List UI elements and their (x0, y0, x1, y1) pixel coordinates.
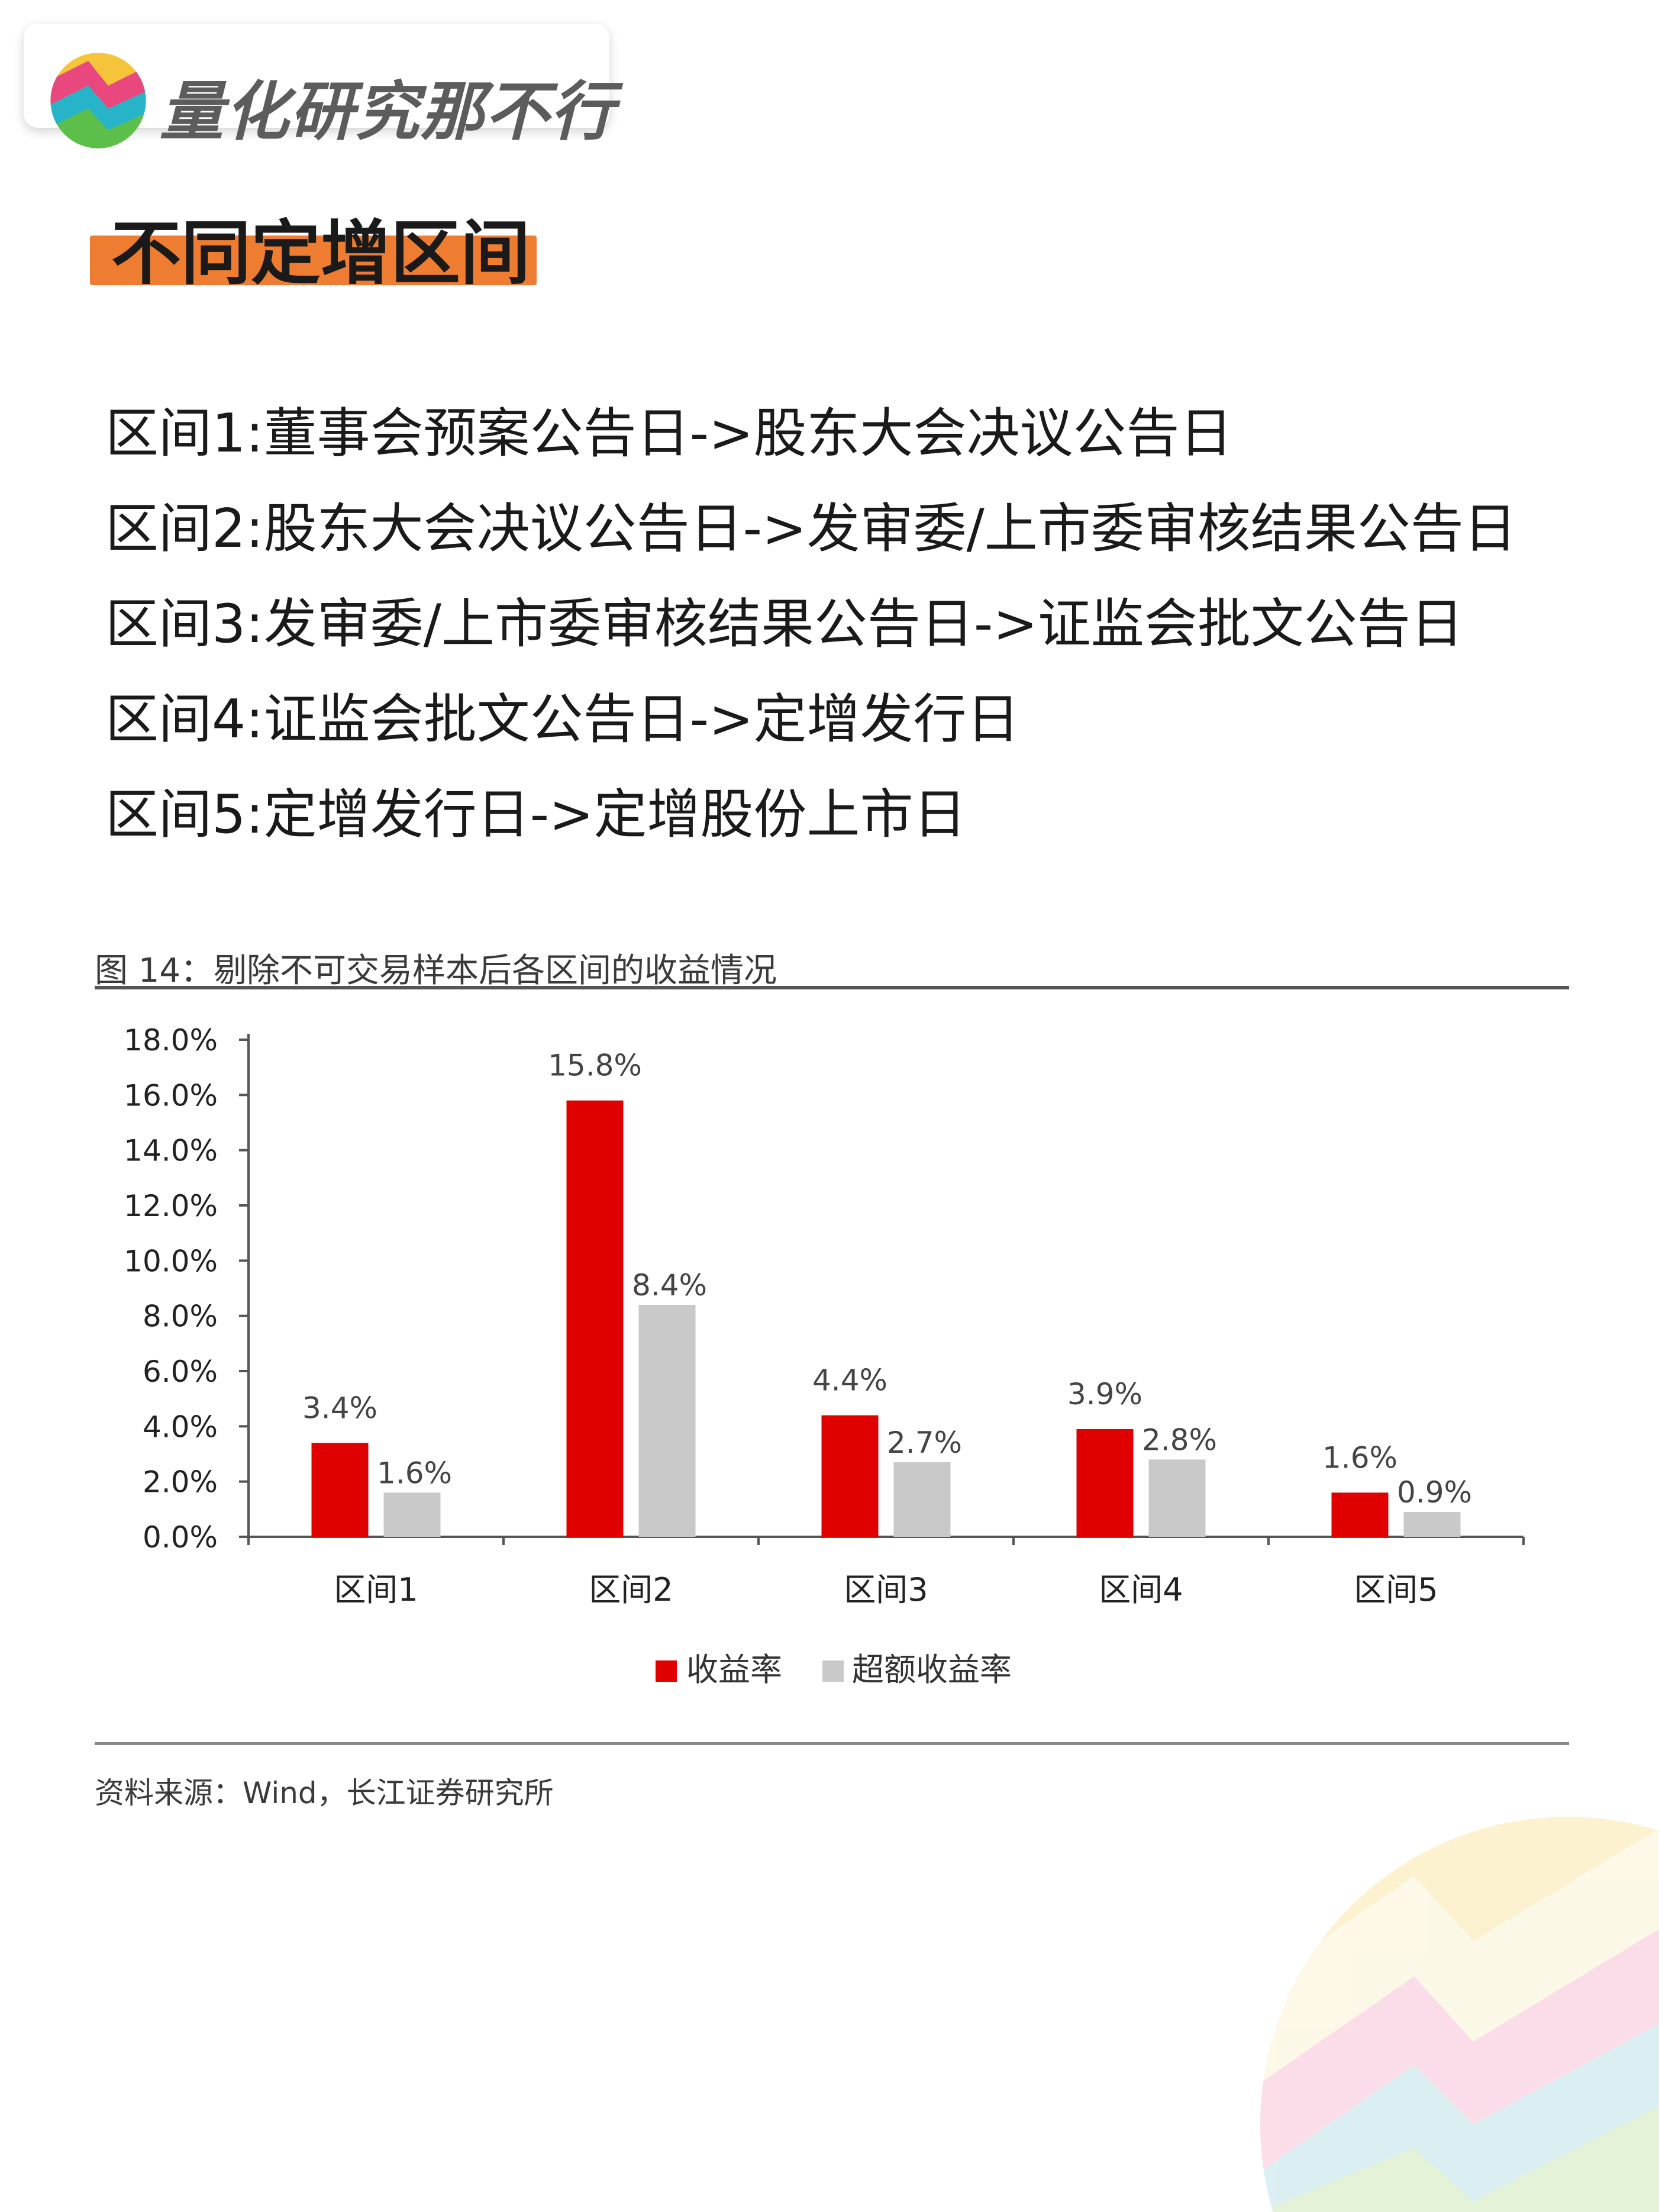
section-title-highlight (90, 236, 537, 285)
bar-excess-return (638, 1305, 696, 1537)
data-label-return: 1.6% (1322, 1440, 1397, 1475)
data-label-excess-return: 8.4% (632, 1268, 707, 1302)
figure-source: 资料来源：Wind，长江证券研究所 (95, 1776, 554, 1810)
data-label-return: 15.8% (548, 1049, 642, 1083)
data-label-excess-return: 0.9% (1397, 1475, 1472, 1510)
interval-item-2: 区间2:股东大会决议公告日->发审委/上市委审核结果公告日 (105, 498, 1517, 560)
y-tick-label: 8.0% (143, 1300, 218, 1334)
legend-label-return: 收益率 (686, 1651, 782, 1688)
interval-list: 区间1:董事会预案公告日->股东大会决议公告日 区间2:股东大会决议公告日->发… (105, 395, 1517, 872)
data-label-return: 3.4% (302, 1391, 377, 1425)
x-category-label: 区间5 (1354, 1571, 1438, 1608)
bar-return (311, 1443, 369, 1537)
y-tick-label: 0.0% (143, 1520, 218, 1555)
bar-excess-return (383, 1492, 441, 1537)
y-tick-label: 6.0% (143, 1355, 218, 1389)
figure-bottom-rule (95, 1742, 1569, 1745)
bar-excess-return (1148, 1459, 1206, 1537)
interval-item-4: 区间4:证监会批文公告日->定增发行日 (105, 688, 1020, 750)
y-tick-label: 18.0% (124, 1023, 218, 1057)
y-tick-label: 10.0% (124, 1244, 218, 1278)
section-title: 不同定增区间 (111, 212, 531, 294)
brand-title: 量化研究那不行 (160, 75, 616, 149)
brand-header: 量化研究那不行 (24, 24, 614, 149)
interval-item-5: 区间5:定增发行日->定增股份上市日 (105, 783, 967, 846)
x-category-label: 区间1 (334, 1571, 418, 1608)
x-category-label: 区间4 (1099, 1571, 1183, 1608)
data-label-excess-return: 2.7% (887, 1426, 962, 1460)
bar-excess-return (1403, 1512, 1461, 1537)
figure-caption: 图 14：剔除不可交易样本后各区间的收益情况 (95, 952, 777, 990)
brand-logo-icon (50, 53, 146, 149)
y-tick-label: 4.0% (143, 1410, 218, 1444)
legend-swatch-return (656, 1660, 677, 1682)
legend-swatch-excess-return (822, 1660, 844, 1682)
bar-return (821, 1415, 879, 1537)
x-category-label: 区间2 (589, 1571, 673, 1608)
data-label-return: 3.9% (1067, 1377, 1142, 1411)
decorative-corner-graphic (1260, 1817, 1659, 2212)
legend-label-excess-return: 超额收益率 (852, 1651, 1012, 1688)
figure-top-rule (95, 986, 1569, 989)
bar-return (1076, 1429, 1134, 1537)
data-label-excess-return: 1.6% (377, 1456, 452, 1490)
interval-item-1: 区间1:董事会预案公告日->股东大会决议公告日 (105, 402, 1233, 465)
interval-item-3: 区间3:发审委/上市委审核结果公告日->证监会批文公告日 (105, 593, 1464, 655)
x-category-label: 区间3 (844, 1571, 928, 1608)
data-label-excess-return: 2.8% (1142, 1423, 1217, 1457)
data-label-return: 4.4% (812, 1363, 887, 1398)
y-tick-label: 2.0% (143, 1465, 218, 1500)
y-tick-label: 12.0% (124, 1189, 218, 1223)
bar-return (566, 1100, 624, 1537)
bar-return (1331, 1492, 1389, 1537)
y-tick-label: 14.0% (124, 1134, 218, 1168)
bar-excess-return (893, 1462, 951, 1537)
y-tick-label: 16.0% (124, 1078, 218, 1113)
